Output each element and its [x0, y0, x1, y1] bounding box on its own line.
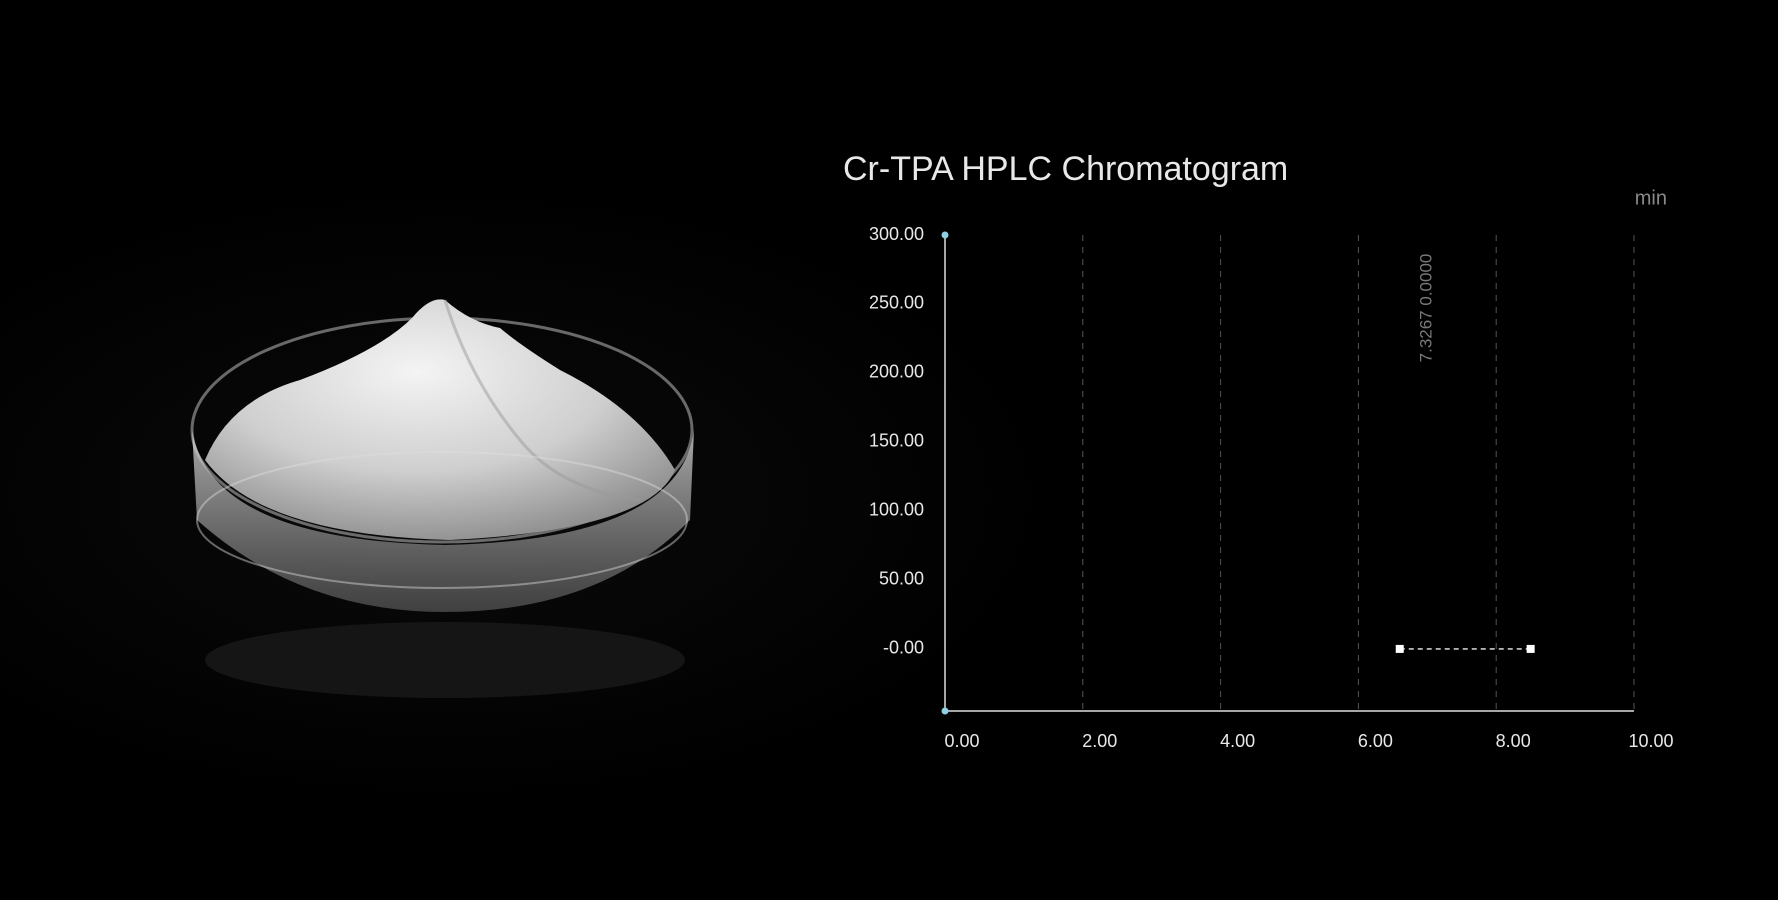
- powder: [205, 299, 675, 540]
- x-tick-label: 6.00: [1358, 731, 1393, 751]
- y-tick-label: 150.00: [869, 431, 924, 451]
- powder-shade: [443, 299, 641, 502]
- chart-title: Cr-TPA HPLC Chromatogram: [843, 150, 1288, 188]
- x-tick-label: 0.00: [944, 731, 979, 751]
- y-tick-label: 50.00: [879, 569, 924, 589]
- peak-annotation: 7.3267 0.0000: [1416, 254, 1435, 363]
- reflection: [205, 622, 685, 698]
- y-tick-label: 250.00: [869, 293, 924, 313]
- y-tick-label: 100.00: [869, 500, 924, 520]
- x-tick-label: 10.00: [1628, 731, 1673, 751]
- axis-dot: [941, 707, 949, 715]
- axis-dot: [941, 231, 949, 239]
- y-tick-label: -0.00: [883, 638, 924, 658]
- y-tick-label: 200.00: [869, 362, 924, 382]
- x-unit: min: [1635, 187, 1667, 209]
- y-tick-label: 300.00: [869, 224, 924, 244]
- sample-photo: [190, 299, 694, 698]
- x-tick-label: 8.00: [1496, 731, 1531, 751]
- dish-wall: [192, 430, 694, 612]
- x-tick-label: 2.00: [1082, 731, 1117, 751]
- baseline-marker: [1395, 644, 1404, 653]
- x-tick-label: 4.00: [1220, 731, 1255, 751]
- baseline-marker: [1526, 644, 1535, 653]
- dish-base: [196, 451, 688, 589]
